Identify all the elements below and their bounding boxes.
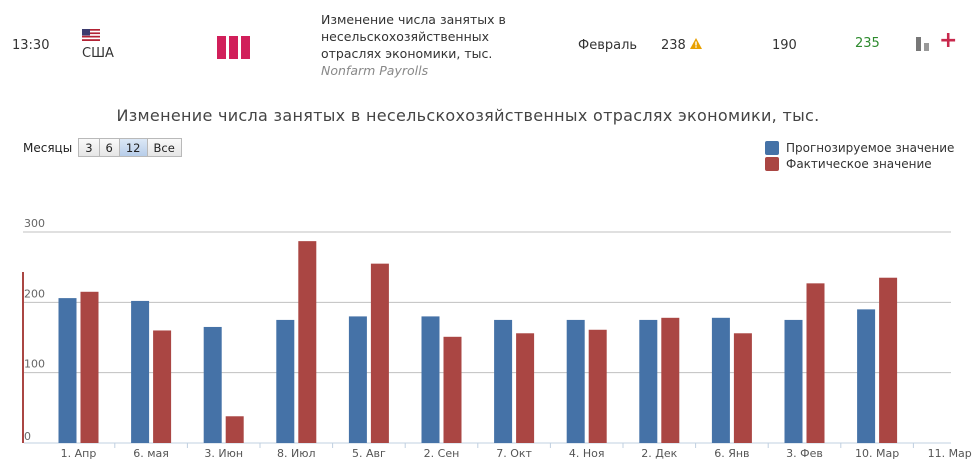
x-tick-label: 2. Дек xyxy=(641,447,677,460)
bar-actual xyxy=(225,416,244,443)
legend-label-forecast: Прогнозируемое значение xyxy=(786,141,955,155)
chart-legend: Прогнозируемое значение Фактическое знач… xyxy=(765,140,954,172)
event-actual-cell: 238 xyxy=(661,38,702,53)
event-time: 13:30 xyxy=(12,38,50,53)
warning-icon xyxy=(689,38,702,49)
importance-bar xyxy=(217,36,226,59)
bar-forecast xyxy=(421,316,440,443)
bar-forecast xyxy=(348,316,367,443)
bar-forecast xyxy=(566,319,585,443)
add-icon[interactable]: + xyxy=(939,28,958,53)
bar-actual xyxy=(370,263,389,443)
y-tick-label: 0 xyxy=(24,430,31,443)
bar-actual xyxy=(516,333,535,443)
bar-actual xyxy=(153,330,172,443)
importance-indicator xyxy=(217,36,250,59)
range-button-3[interactable]: 3 xyxy=(78,138,100,157)
bar-actual xyxy=(733,333,752,443)
bar-forecast xyxy=(639,319,658,443)
legend-item-forecast[interactable]: Прогнозируемое значение xyxy=(765,140,954,156)
legend-item-actual[interactable]: Фактическое значение xyxy=(765,156,954,172)
range-button-all[interactable]: Все xyxy=(147,138,182,157)
x-tick-label: 2. Сен xyxy=(424,447,460,460)
bar-chart-icon[interactable] xyxy=(916,37,930,51)
bar-actual xyxy=(806,283,825,443)
bar-actual xyxy=(443,336,462,443)
event-forecast: 190 xyxy=(772,38,797,53)
legend-swatch-actual xyxy=(765,157,779,171)
x-tick-label: 6. Янв xyxy=(714,447,749,460)
x-tick-label: 6. мая xyxy=(133,447,169,460)
x-tick-label: 1. Апр xyxy=(61,447,97,460)
event-previous: 235 xyxy=(855,36,880,51)
y-tick-label: 100 xyxy=(24,358,45,371)
bar-actual xyxy=(879,277,898,443)
bar-forecast xyxy=(784,319,803,443)
x-tick-label: 3. Фев xyxy=(786,447,823,460)
y-tick-label: 300 xyxy=(24,217,45,230)
bar-forecast xyxy=(131,300,150,443)
event-country: США xyxy=(82,46,114,61)
range-selector: Месяцы 3 6 12 Все xyxy=(23,138,182,157)
x-tick-label: 10. Мар xyxy=(855,447,899,460)
range-button-6[interactable]: 6 xyxy=(99,138,120,157)
us-flag-icon xyxy=(82,29,100,41)
bar-forecast xyxy=(857,309,876,443)
event-title[interactable]: Изменение числа занятых в несельскохозяй… xyxy=(321,12,506,61)
bar-actual xyxy=(298,241,317,443)
event-period: Февраль xyxy=(578,38,638,53)
y-tick-label: 200 xyxy=(24,287,45,300)
x-tick-label: 11. Мар xyxy=(928,447,972,460)
chart-title: Изменение числа занятых в несельскохозяй… xyxy=(116,106,820,125)
x-tick-label: 4. Ноя xyxy=(569,447,605,460)
importance-bar xyxy=(241,36,250,59)
event-name[interactable]: Изменение числа занятых в несельскохозяй… xyxy=(321,11,551,79)
importance-bar xyxy=(229,36,238,59)
bar-forecast xyxy=(711,317,730,443)
bar-forecast xyxy=(276,319,295,443)
event-actual: 238 xyxy=(661,38,686,53)
legend-label-actual: Фактическое значение xyxy=(786,157,932,171)
x-tick-label: 5. Авг xyxy=(352,447,386,460)
x-tick-label: 7. Окт xyxy=(496,447,532,460)
x-tick-label: 8. Июл xyxy=(277,447,316,460)
bar-forecast xyxy=(58,298,77,443)
legend-swatch-forecast xyxy=(765,141,779,155)
bar-actual xyxy=(588,329,607,443)
bar-forecast xyxy=(494,319,513,443)
event-subtitle: Nonfarm Payrolls xyxy=(321,63,429,78)
event-row[interactable]: 13:30 США Изменение числа занятых в несе… xyxy=(0,0,978,88)
bar-forecast xyxy=(203,326,222,443)
x-tick-label: 3. Июн xyxy=(204,447,243,460)
bar-actual xyxy=(661,317,680,443)
range-button-12[interactable]: 12 xyxy=(119,138,148,157)
bar-actual xyxy=(80,291,99,443)
range-label: Месяцы xyxy=(23,140,73,155)
